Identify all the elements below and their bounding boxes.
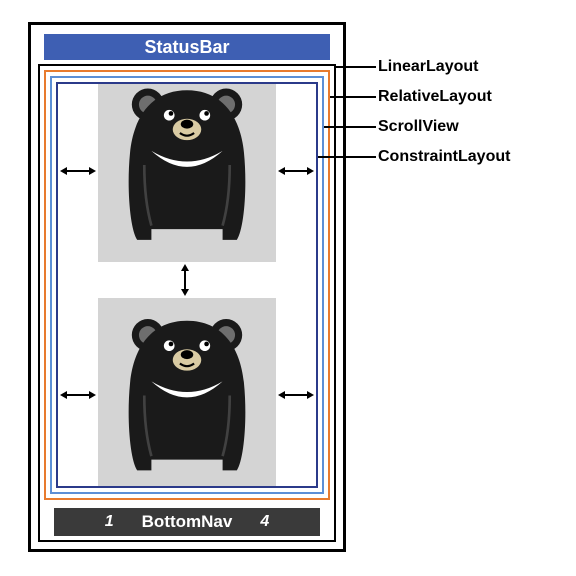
label-relativelayout: RelativeLayout [378, 88, 492, 106]
callout-line-linear [336, 66, 376, 68]
bear-icon [98, 298, 276, 486]
callout-line-constraint [318, 156, 376, 158]
image-bear-bottom [98, 298, 276, 486]
label-scrollview: ScrollView [378, 118, 459, 136]
label-constraintlayout: ConstraintLayout [378, 148, 510, 166]
image-bear-top [98, 84, 276, 262]
bottomnav-num-left: 1 [105, 513, 114, 531]
bottomnav-label: BottomNav [142, 512, 233, 532]
arrow-vertical [178, 264, 192, 296]
bottomnav-num-right: 4 [260, 513, 269, 531]
callout-line-relative [330, 96, 376, 98]
bottom-nav: 1 BottomNav 4 [54, 508, 320, 536]
arrow-left-top [60, 164, 96, 178]
label-linearlayout: LinearLayout [378, 58, 478, 76]
arrow-right-top [278, 164, 314, 178]
bear-icon [98, 84, 276, 259]
arrow-left-bottom [60, 388, 96, 402]
status-bar: StatusBar [44, 34, 330, 60]
arrow-right-bottom [278, 388, 314, 402]
status-bar-label: StatusBar [144, 37, 229, 58]
callout-line-scroll [324, 126, 376, 128]
